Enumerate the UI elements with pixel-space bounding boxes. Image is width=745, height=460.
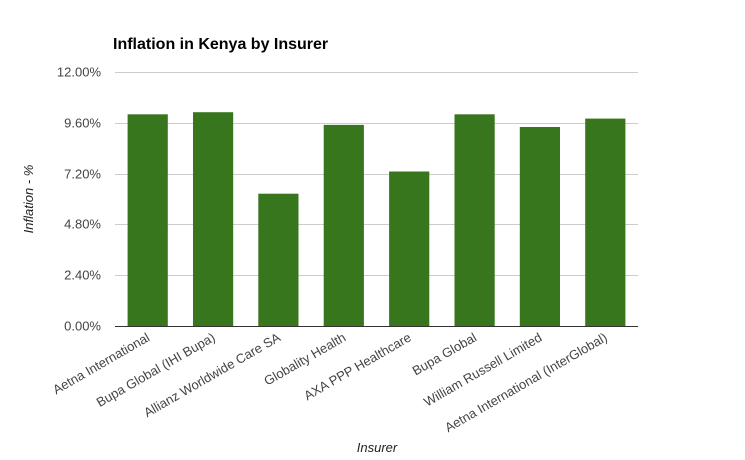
bars <box>127 112 626 327</box>
x-axis-title: Insurer <box>357 440 398 455</box>
y-tick-label: 7.20% <box>64 167 101 182</box>
y-tick-label: 0.00% <box>64 319 101 334</box>
y-tick-label: 2.40% <box>64 268 101 283</box>
x-tick-label: William Russell Limited <box>421 330 544 410</box>
x-tick-label: AXA PPP Healthcare <box>301 330 413 404</box>
bar <box>389 171 430 326</box>
bar <box>258 193 299 326</box>
bar <box>127 114 168 326</box>
bar <box>585 118 626 326</box>
bar <box>323 124 364 327</box>
y-tick-label: 9.60% <box>64 116 101 131</box>
y-axis-title: Inflation - % <box>21 165 36 234</box>
chart-title: Inflation in Kenya by Insurer <box>113 36 328 53</box>
bar <box>193 112 234 326</box>
bar <box>519 127 560 326</box>
y-tick-labels: 0.00% 2.40% 4.80% 7.20% 9.60% 12.00% <box>57 65 102 334</box>
y-tick-label: 12.00% <box>57 65 102 80</box>
bar <box>454 114 495 326</box>
y-tick-label: 4.80% <box>64 217 101 232</box>
